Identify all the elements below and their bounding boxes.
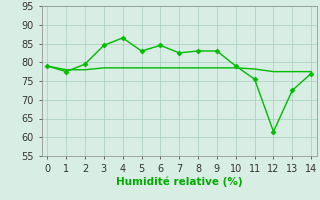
X-axis label: Humidité relative (%): Humidité relative (%) (116, 176, 243, 187)
